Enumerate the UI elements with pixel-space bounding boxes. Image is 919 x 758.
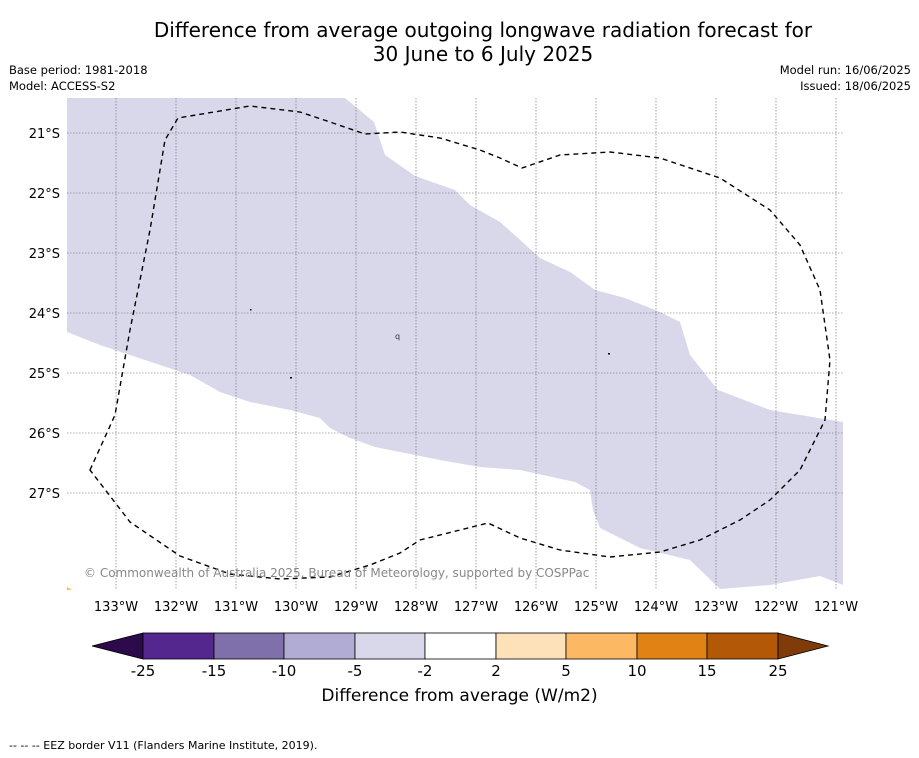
map-title: Difference from average outgoing longwav… [0,18,919,66]
lon-label: 129°W [334,600,378,615]
corner-fragment [67,587,72,590]
lon-label: 128°W [394,600,438,615]
colorbar-tick: 25 [768,662,787,680]
lat-label: 24°S [29,307,60,322]
colorbar-segment [636,632,708,660]
lat-label: 26°S [29,427,60,442]
lat-label: 23°S [29,247,60,262]
colorbar-segment [424,632,497,660]
island-dot [250,309,252,311]
lat-label: 22°S [29,187,60,202]
colorbar-label: Difference from average (W/m2) [321,686,598,706]
colorbar-tick: -5 [348,662,363,680]
colorbar-tick: 10 [627,662,646,680]
colorbar-segment [565,632,638,660]
lon-label: 131°W [214,600,258,615]
olr-anomaly-region [67,98,843,589]
meta-left: Base period: 1981-2018 Model: ACCESS-S2 [9,62,148,94]
lon-label: 133°W [94,600,138,615]
title-line-2: 30 June to 6 July 2025 [372,42,594,66]
copyright-text: © Commonwealth of Australia 2025, Bureau… [84,566,589,580]
lon-label: 130°W [274,600,318,615]
lon-label: 132°W [154,600,198,615]
model-run: Model run: 16/06/2025 [779,63,911,77]
eez-legend-note: -- -- -- EEZ border V11 (Flanders Marine… [9,739,318,752]
colorbar-segment [706,632,779,660]
lon-label: 122°W [754,600,798,615]
colorbar [91,632,830,660]
eez-border [89,105,831,580]
colorbar-tick: 15 [697,662,716,680]
lat-label: 27°S [29,487,60,502]
base-period: Base period: 1981-2018 [9,63,148,77]
meta-right: Model run: 16/06/2025 Issued: 18/06/2025 [780,62,911,94]
lon-labels: 133°W 132°W 131°W 130°W 129°W 128°W 127°… [94,600,858,615]
lat-label: 25°S [29,367,60,382]
lon-label: 124°W [634,600,678,615]
colorbar-segment [283,632,356,660]
colorbar-segment [354,632,426,660]
island-dot [608,353,610,355]
lat-label: 21°S [29,127,60,142]
model-name: Model: ACCESS-S2 [9,79,116,93]
colorbar-tick: -10 [272,662,297,680]
lon-label: 125°W [574,600,618,615]
island-dot [290,377,292,379]
colorbar-segment [142,632,215,660]
colorbar-ticks: -25 -15 -10 -5 -2 2 5 10 15 25 [131,662,788,680]
lon-label: 123°W [694,600,738,615]
colorbar-tick: 5 [561,662,571,680]
colorbar-tick: -2 [418,662,433,680]
lon-label: 127°W [454,600,498,615]
colorbar-segment [213,632,285,660]
title-line-1: Difference from average outgoing longwav… [153,18,813,42]
colorbar-tick: -15 [202,662,227,680]
gridlines [67,98,843,590]
lon-label: 121°W [814,600,858,615]
colorbar-tick: -25 [131,662,156,680]
colorbar-segment [495,632,567,660]
issued-date: Issued: 18/06/2025 [800,79,911,93]
colorbar-extend-high [777,632,830,660]
lat-labels: 21°S 22°S 23°S 24°S 25°S 26°S 27°S [29,127,60,502]
small-island-marker: q [395,332,400,341]
map-area: q [67,98,843,590]
colorbar-extend-low [91,632,144,660]
colorbar-tick: 2 [491,662,501,680]
lon-label: 126°W [514,600,558,615]
